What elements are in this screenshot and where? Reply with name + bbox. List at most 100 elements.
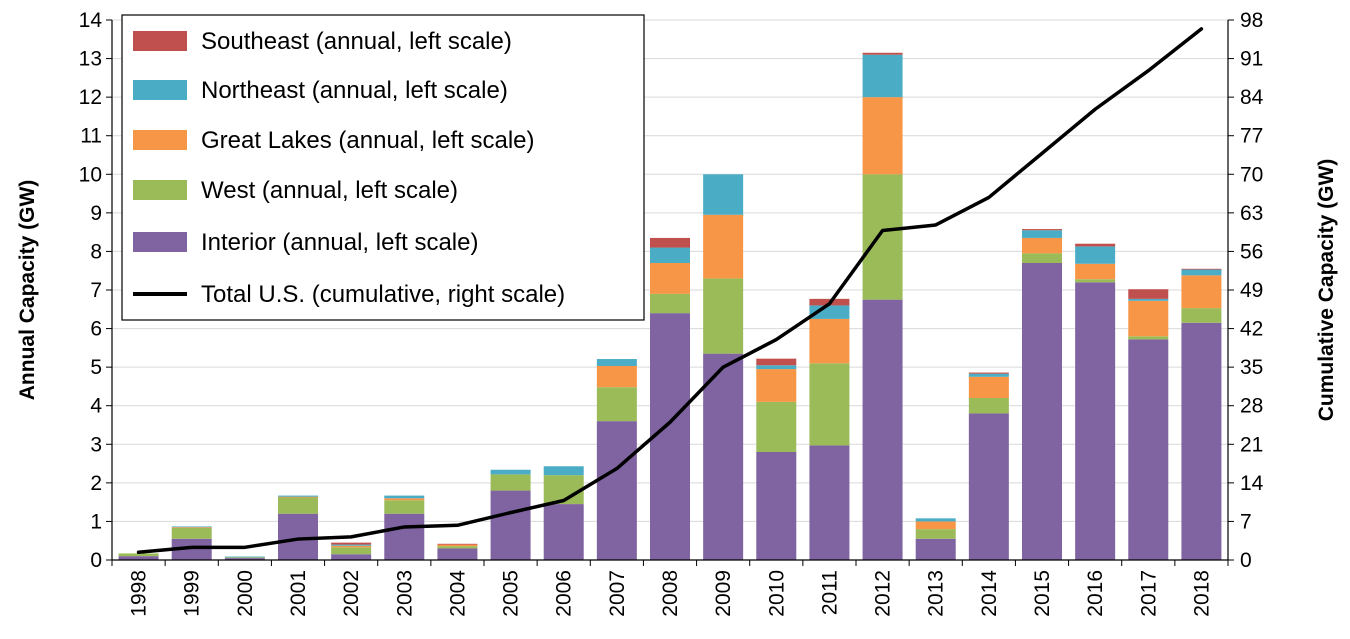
bar-west-2017 (1128, 336, 1169, 340)
y-tick-label: 1 (90, 510, 102, 533)
y2-tick-label: 21 (1240, 433, 1263, 456)
bar-southeast-2015 (1022, 229, 1062, 231)
x-tick-label: 2018 (1190, 570, 1213, 617)
bar-southeast-2004 (437, 543, 478, 545)
y-tick-label: 6 (90, 318, 102, 341)
legend-swatch (133, 130, 187, 150)
y-tick-label: 5 (90, 356, 102, 379)
bar-west-2014 (968, 398, 1009, 414)
x-tick-label: 2009 (712, 570, 735, 617)
bar-southeast-2014 (968, 372, 1009, 374)
bar-west-2009 (703, 278, 744, 354)
bar-northeast-2016 (1075, 246, 1116, 264)
y-axis-title: Annual Capacity (GW) (16, 180, 39, 401)
bar-west-2013 (915, 529, 956, 539)
bar-northeast-2013 (915, 518, 956, 522)
bar-west-2011 (809, 363, 850, 446)
bar-west-2018 (1181, 308, 1222, 323)
y-tick-label: 3 (90, 433, 102, 456)
right-axis-ticks: 0 7 14 21 28 35 42 49 56 63 70 77 84 91 98 (1228, 9, 1264, 572)
bar-northeast-2018 (1181, 269, 1222, 276)
bar-southeast-2016 (1075, 243, 1116, 247)
bar-west-2004 (437, 546, 478, 549)
y-tick-label: 13 (79, 48, 102, 71)
legend-swatch (133, 80, 187, 100)
x-tick-label: 2004 (446, 570, 469, 617)
x-tick-label: 2011 (818, 570, 841, 615)
y2-axis-title: Cumulative Capacity (GW) (1315, 159, 1338, 422)
bar-great-2015 (1022, 237, 1062, 254)
bar-interior-2000 (224, 558, 265, 560)
bar-great-2001 (278, 496, 318, 498)
bar-northeast-2005 (490, 469, 531, 475)
bar-great-2014 (968, 376, 1009, 398)
bar-west-2008 (650, 293, 690, 314)
bar-west-2016 (1075, 279, 1116, 283)
x-tick-label: 2015 (1031, 570, 1054, 617)
bar-great-2016 (1075, 263, 1116, 280)
bar-interior-2004 (437, 548, 478, 560)
bar-northeast-2002 (331, 544, 372, 546)
legend: Southeast (annual, left scale) Northeast … (121, 14, 645, 321)
bar-great-2009 (703, 214, 744, 279)
x-tick-label: 2014 (978, 570, 1001, 617)
legend-label: West (annual, left scale) (201, 177, 458, 204)
bar-interior-2018 (1181, 322, 1222, 560)
bar-northeast-2015 (1022, 230, 1062, 238)
bar-interior-2008 (650, 313, 690, 560)
bar-interior-2013 (915, 538, 956, 560)
y2-tick-label: 35 (1240, 356, 1263, 379)
bar-interior-2009 (703, 353, 744, 560)
bar-interior-2002 (331, 554, 372, 560)
bar-southeast-2010 (756, 358, 797, 366)
bar-great-2004 (437, 544, 478, 547)
legend-label: Northeast (annual, left scale) (201, 77, 508, 104)
bar-west-2010 (756, 401, 797, 452)
bar-northeast-2014 (968, 373, 1009, 377)
bar-west-1999 (171, 527, 212, 539)
bar-southeast-2012 (862, 52, 903, 55)
x-tick-label: 2013 (925, 570, 948, 617)
y-tick-label: 10 (79, 163, 102, 186)
y2-tick-label: 0 (1240, 549, 1252, 572)
bar-northeast-2003 (384, 495, 425, 499)
bar-interior-2005 (490, 490, 531, 560)
bar-west-2005 (490, 474, 531, 491)
bar-interior-2016 (1075, 282, 1116, 560)
bar-northeast-2006 (543, 466, 584, 476)
x-tick-label: 2003 (393, 570, 416, 617)
bar-west-2001 (278, 497, 318, 514)
bar-great-2008 (650, 263, 690, 294)
legend-label: Total U.S. (cumulative, right scale) (201, 281, 565, 308)
x-tick-label: 2008 (659, 570, 682, 617)
y-tick-label: 7 (90, 279, 102, 302)
y2-tick-label: 42 (1240, 318, 1263, 341)
legend-swatch (133, 232, 187, 252)
bar-west-1998 (118, 553, 159, 557)
bar-great-2013 (915, 521, 956, 530)
legend-box (121, 14, 645, 321)
y-tick-label: 12 (79, 86, 102, 109)
bar-interior-2014 (968, 413, 1009, 560)
bar-great-2018 (1181, 275, 1222, 309)
x-tick-label: 2002 (340, 570, 363, 617)
y2-tick-label: 77 (1240, 125, 1263, 148)
x-tick-label: 1998 (128, 570, 151, 617)
y2-tick-label: 70 (1240, 163, 1263, 186)
bar-interior-2011 (809, 445, 850, 560)
x-tick-label: 2010 (765, 570, 788, 617)
y-tick-label: 14 (79, 9, 103, 32)
y-tick-label: 4 (90, 395, 102, 418)
bar-interior-1998 (118, 556, 159, 560)
bar-northeast-2010 (756, 365, 797, 370)
x-tick-label: 1999 (181, 570, 204, 617)
bar-northeast-2000 (224, 556, 265, 558)
x-tick-label: 2006 (553, 570, 576, 617)
legend-label: Interior (annual, left scale) (201, 229, 478, 256)
bar-west-2015 (1022, 253, 1062, 263)
bar-northeast-2017 (1128, 298, 1169, 301)
bar-northeast-1999 (171, 526, 212, 528)
bar-great-2011 (809, 318, 850, 364)
